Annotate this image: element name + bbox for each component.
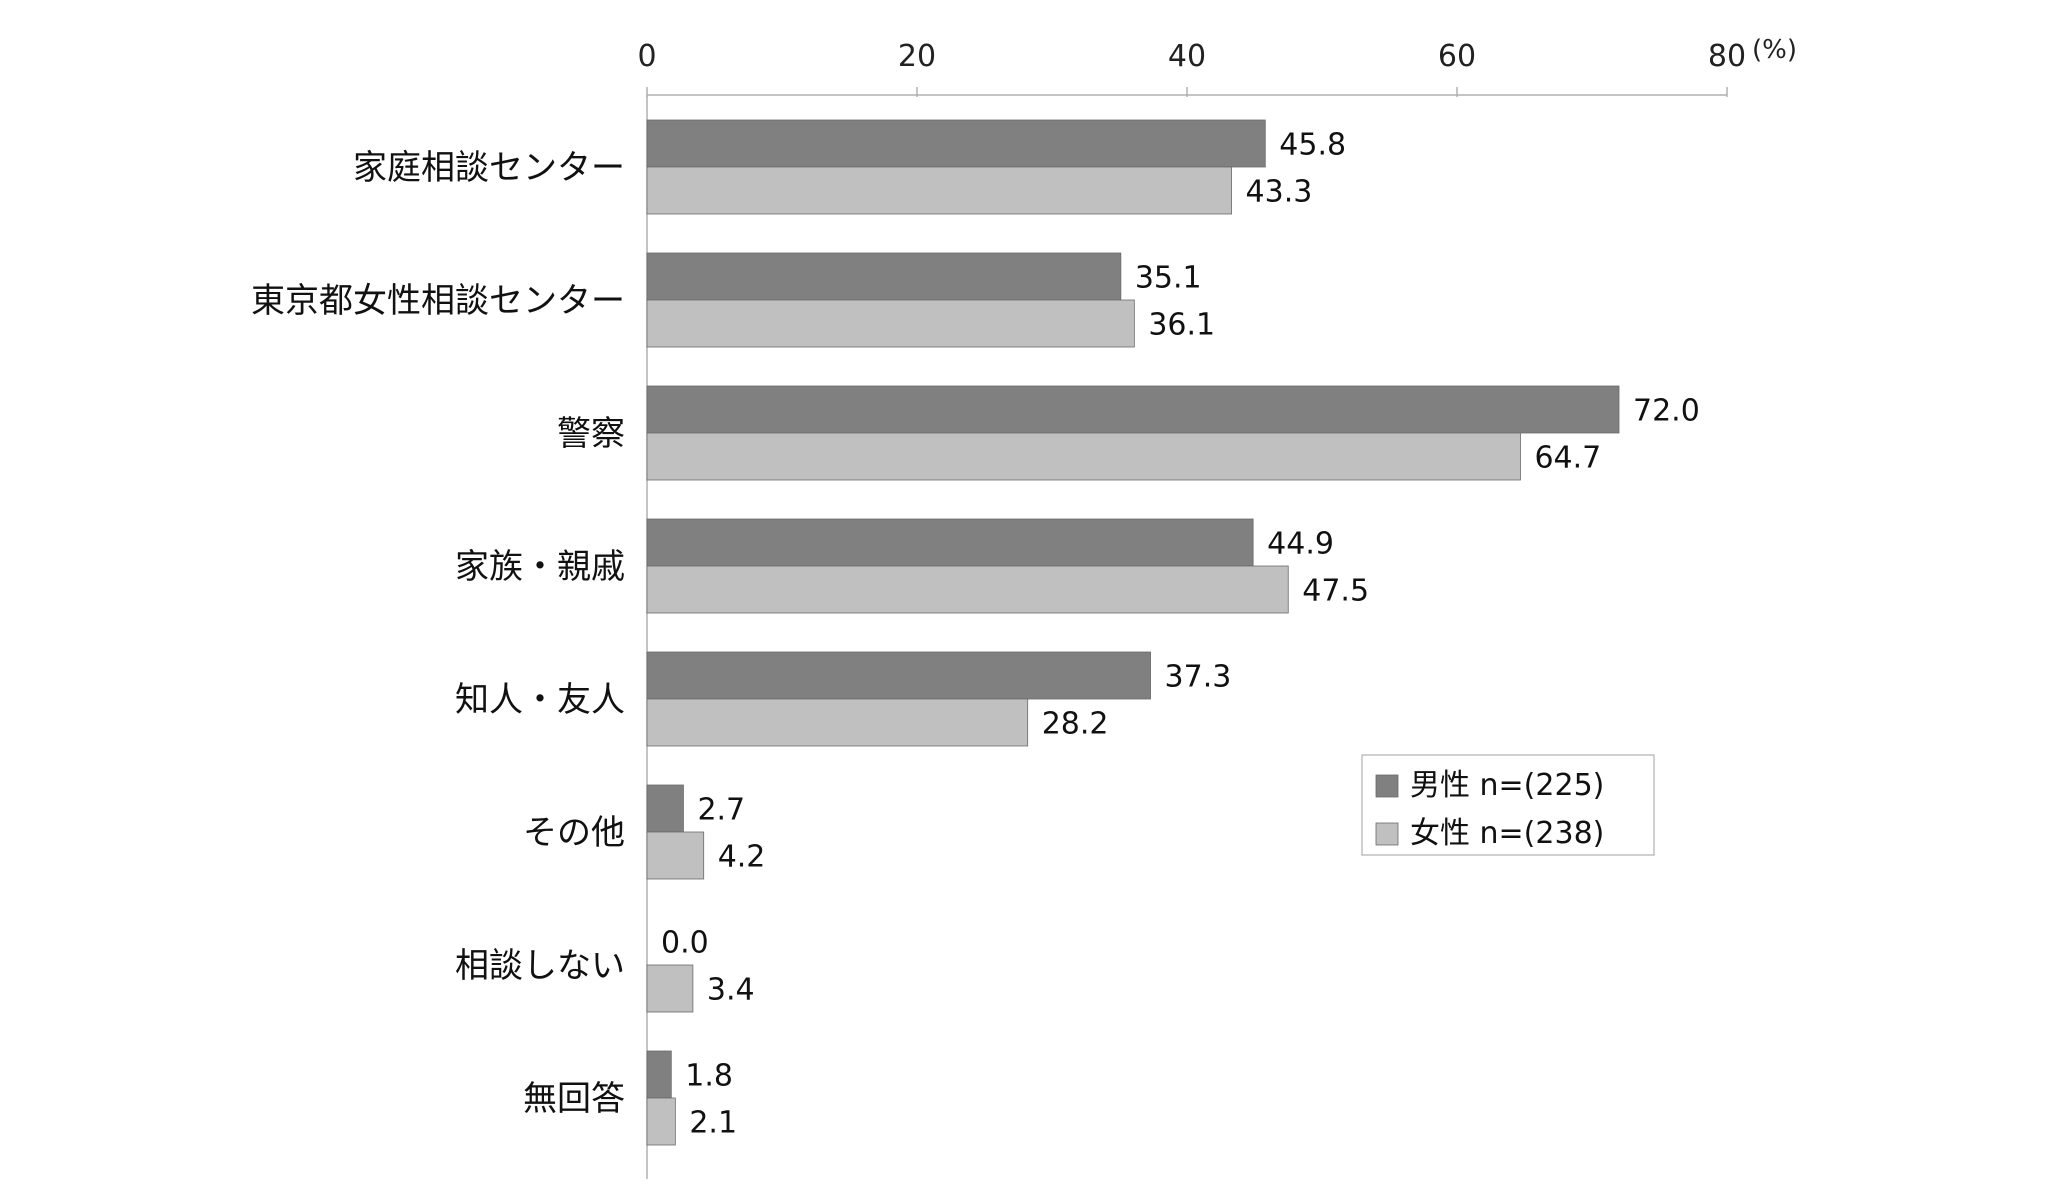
data-label: 45.8 <box>1279 128 1346 163</box>
category-label: 相談しない <box>455 946 625 986</box>
bar <box>646 166 1232 215</box>
category-label: 無回答 <box>523 1079 625 1119</box>
bar <box>646 831 705 880</box>
category-label: その他 <box>523 813 625 853</box>
data-label: 3.4 <box>707 973 755 1008</box>
legend-label: 男性 n=(225) <box>1410 768 1604 803</box>
bar <box>646 698 1029 747</box>
data-label: 0.0 <box>661 926 709 961</box>
bar <box>646 432 1521 481</box>
bar <box>646 518 1254 567</box>
x-tick-label: 0 <box>637 39 656 74</box>
data-label: 36.1 <box>1148 308 1215 343</box>
category-label: 家庭相談センター <box>353 148 625 188</box>
data-label: 35.1 <box>1135 261 1202 296</box>
category-label: 知人・友人 <box>455 680 625 720</box>
data-label: 64.7 <box>1534 441 1601 476</box>
x-tick-label: 20 <box>898 39 936 74</box>
unit-label: (%) <box>1752 35 1797 65</box>
x-tick-label: 80 <box>1708 39 1746 74</box>
bar <box>646 784 684 833</box>
legend-swatch <box>1375 822 1399 846</box>
bar <box>646 651 1151 700</box>
bar <box>646 964 694 1013</box>
bar <box>646 385 1620 434</box>
data-label: 37.3 <box>1165 660 1232 695</box>
legend-box <box>1361 754 1655 856</box>
data-label: 4.2 <box>718 840 766 875</box>
labels-layer: 家庭相談センター東京都女性相談センター警察家族・親戚知人・友人その他相談しない無… <box>251 128 1700 1141</box>
legend-label: 女性 n=(238) <box>1410 816 1604 851</box>
bar <box>646 1050 672 1099</box>
x-tick-label: 40 <box>1168 39 1206 74</box>
bar <box>646 119 1266 168</box>
data-label: 47.5 <box>1302 574 1369 609</box>
data-label: 28.2 <box>1042 707 1109 742</box>
category-label: 警察 <box>557 414 625 454</box>
category-label: 家族・親戚 <box>455 547 625 587</box>
data-label: 2.7 <box>697 793 745 828</box>
x-tick-label: 60 <box>1438 39 1476 74</box>
data-label: 1.8 <box>685 1059 733 1094</box>
bar <box>646 1097 676 1146</box>
data-label: 44.9 <box>1267 527 1334 562</box>
bar <box>646 565 1289 614</box>
bars-layer <box>646 119 1620 1146</box>
bar <box>646 299 1135 348</box>
bar <box>646 252 1122 301</box>
legend-swatch <box>1375 774 1399 798</box>
data-label: 72.0 <box>1633 394 1700 429</box>
legend: 男性 n=(225) 女性 n=(238) <box>1361 754 1655 856</box>
data-label: 43.3 <box>1246 175 1313 210</box>
data-label: 2.1 <box>689 1106 737 1141</box>
category-label: 東京都女性相談センター <box>251 281 625 321</box>
